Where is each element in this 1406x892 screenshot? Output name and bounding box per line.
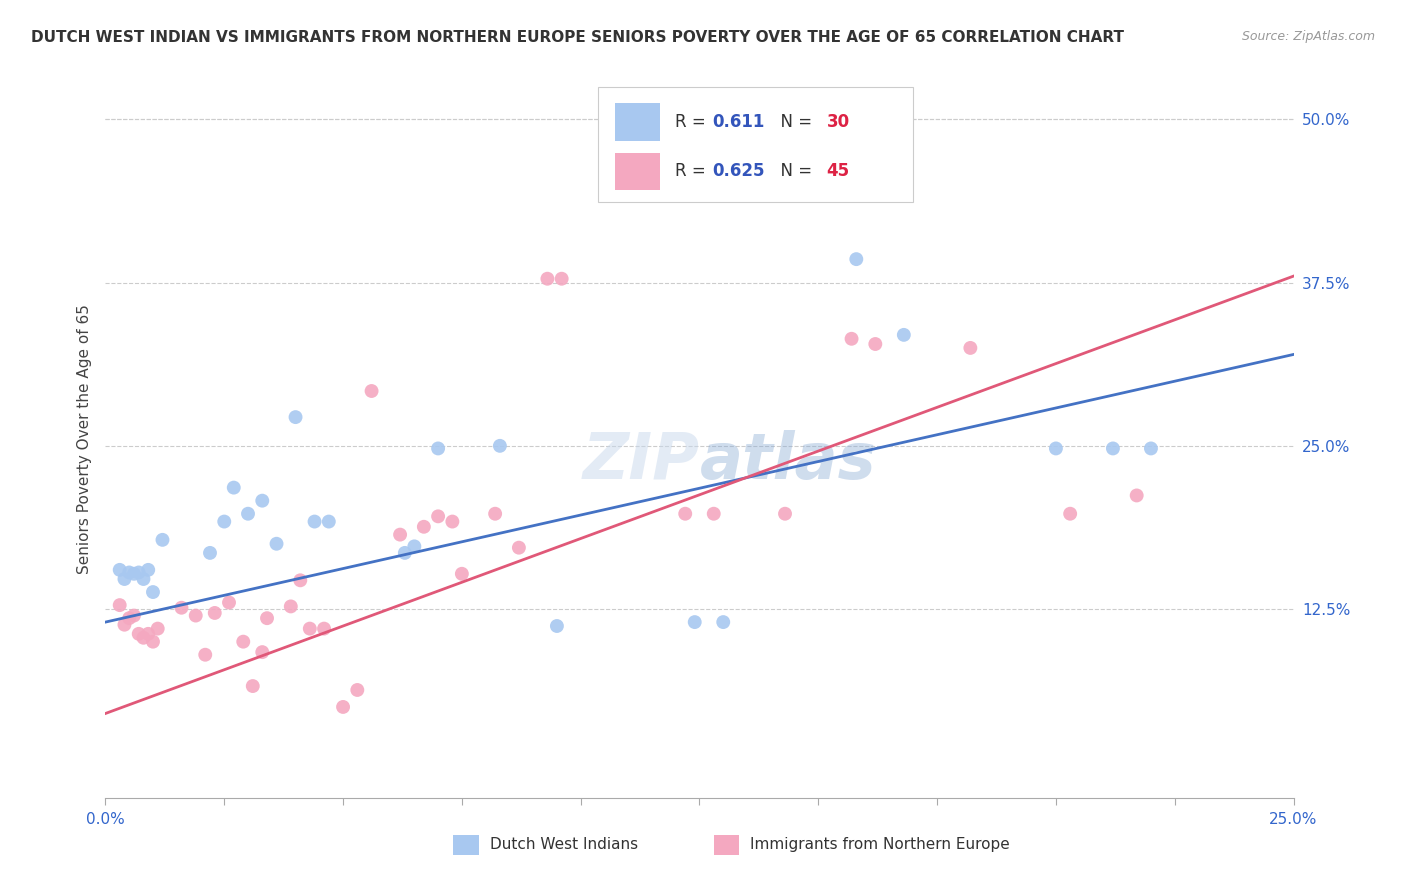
Point [194,648,217,662]
Point [412,520,434,534]
Point [360,384,382,398]
Point [703,507,725,521]
Point [312,622,335,636]
Text: Source: ZipAtlas.com: Source: ZipAtlas.com [1241,30,1375,44]
Point [252,493,274,508]
Y-axis label: Seniors Poverty Over the Age of 65: Seniors Poverty Over the Age of 65 [76,304,91,574]
Text: 45: 45 [827,162,849,180]
Point [142,634,165,648]
Point [441,515,464,529]
Point [222,481,245,495]
Point [184,608,207,623]
Point [114,572,136,586]
Point [252,645,274,659]
Point [346,683,368,698]
Point [170,600,193,615]
Text: N =: N = [769,162,817,180]
Point [389,527,412,541]
Text: R =: R = [675,113,710,131]
Point [508,541,530,555]
Point [318,515,340,529]
Point [214,515,236,529]
Point [1045,442,1067,456]
Point [546,619,568,633]
Point [427,442,450,456]
Point [236,507,259,521]
Point [204,606,226,620]
Point [893,327,915,342]
Point [284,410,307,425]
Point [683,615,706,629]
Bar [616,103,661,141]
Point [146,622,169,636]
Point [484,507,506,521]
Point [1059,507,1081,521]
Point [142,585,165,599]
Point [132,631,155,645]
Point [1125,488,1147,502]
Point [841,332,863,346]
Point [1140,442,1163,456]
Text: atlas: atlas [700,430,876,491]
Point [536,271,558,285]
Text: 0.611: 0.611 [713,113,765,131]
Text: Dutch West Indians: Dutch West Indians [491,838,638,852]
Point [128,627,150,641]
Point [332,700,354,714]
Point [845,252,868,267]
Point [108,563,131,577]
Bar [616,153,661,190]
Point [198,546,221,560]
Point [114,617,136,632]
Text: Immigrants from Northern Europe: Immigrants from Northern Europe [751,838,1010,852]
Text: ZIP: ZIP [582,430,700,491]
Point [298,622,321,636]
Point [394,546,416,560]
Point [711,615,734,629]
Text: 0.625: 0.625 [713,162,765,180]
Point [118,611,141,625]
Point [122,608,145,623]
Point [450,566,472,581]
Point [290,574,312,588]
Point [489,439,512,453]
Text: N =: N = [769,113,817,131]
Point [218,595,240,609]
Point [132,572,155,586]
Point [427,509,450,524]
Point [128,566,150,580]
Point [673,507,696,521]
Text: DUTCH WEST INDIAN VS IMMIGRANTS FROM NORTHERN EUROPE SENIORS POVERTY OVER THE AG: DUTCH WEST INDIAN VS IMMIGRANTS FROM NOR… [31,30,1123,45]
Point [118,566,141,580]
Point [631,164,654,178]
FancyBboxPatch shape [599,87,914,202]
Point [280,599,302,614]
Point [232,634,254,648]
Point [1102,442,1125,456]
Point [304,515,326,529]
Point [959,341,981,355]
Point [256,611,278,625]
Text: 30: 30 [827,113,849,131]
Point [242,679,264,693]
Text: R =: R = [675,162,710,180]
Point [266,537,288,551]
Point [773,507,796,521]
Point [108,598,131,612]
Point [122,566,145,581]
Point [550,271,572,285]
Point [865,337,887,351]
Point [152,533,174,547]
Point [404,540,426,554]
Point [136,563,159,577]
Point [136,627,159,641]
